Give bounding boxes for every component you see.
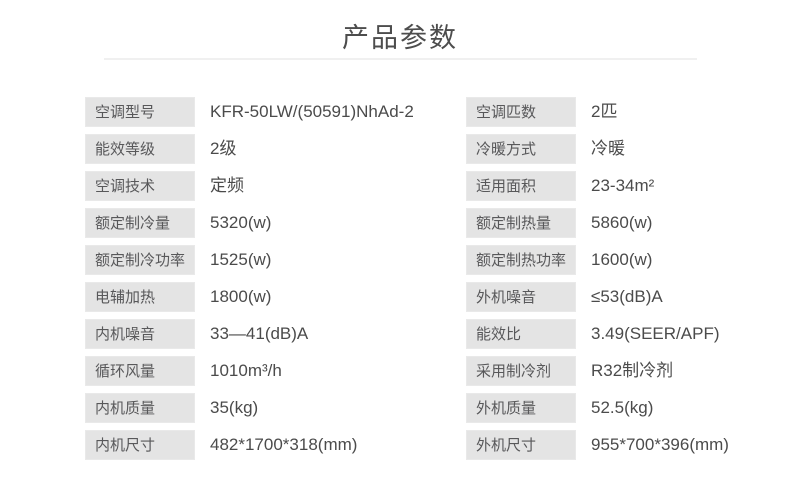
spec-label: 额定制冷功率	[85, 245, 195, 275]
spec-value: 定频	[210, 176, 244, 195]
spec-label: 内机尺寸	[85, 430, 195, 460]
spec-label: 空调匹数	[466, 97, 576, 127]
spec-value: 955*700*396(mm)	[591, 435, 729, 454]
spec-column-right: 空调匹数 2匹 冷暖方式 冷暖 适用面积 23-34m² 额定制热量 5860(…	[466, 97, 796, 467]
spec-label: 内机噪音	[85, 319, 195, 349]
spec-column-left: 空调型号 KFR-50LW/(50591)NhAd-2 能效等级 2级 空调技术…	[85, 97, 455, 467]
spec-row: 外机尺寸 955*700*396(mm)	[466, 430, 796, 460]
spec-label: 采用制冷剂	[466, 356, 576, 386]
spec-row: 内机尺寸 482*1700*318(mm)	[85, 430, 455, 460]
spec-value: 35(kg)	[210, 398, 259, 417]
spec-row: 适用面积 23-34m²	[466, 171, 796, 201]
spec-label: 外机质量	[466, 393, 576, 423]
spec-row: 额定制热量 5860(w)	[466, 208, 796, 238]
spec-label: 内机质量	[85, 393, 195, 423]
spec-label: 空调技术	[85, 171, 195, 201]
spec-row: 空调型号 KFR-50LW/(50591)NhAd-2	[85, 97, 455, 127]
spec-label: 额定制冷量	[85, 208, 195, 238]
spec-value: R32制冷剂	[591, 361, 674, 380]
spec-row: 能效比 3.49(SEER/APF)	[466, 319, 796, 349]
spec-row: 空调技术 定频	[85, 171, 455, 201]
spec-row: 额定制冷功率 1525(w)	[85, 245, 455, 275]
spec-value: 2匹	[591, 102, 618, 121]
spec-label: 空调型号	[85, 97, 195, 127]
spec-row: 能效等级 2级	[85, 134, 455, 164]
spec-value: 5320(w)	[210, 213, 272, 232]
spec-label: 能效等级	[85, 134, 195, 164]
spec-row: 额定制冷量 5320(w)	[85, 208, 455, 238]
spec-row: 内机噪音 33—41(dB)A	[85, 319, 455, 349]
spec-value: 1010m³/h	[210, 361, 282, 380]
spec-label: 能效比	[466, 319, 576, 349]
spec-value: 5860(w)	[591, 213, 653, 232]
spec-row: 内机质量 35(kg)	[85, 393, 455, 423]
spec-label: 外机尺寸	[466, 430, 576, 460]
spec-label: 外机噪音	[466, 282, 576, 312]
spec-value: ≤53(dB)A	[591, 287, 663, 306]
spec-row: 循环风量 1010m³/h	[85, 356, 455, 386]
spec-row: 空调匹数 2匹	[466, 97, 796, 127]
spec-label: 适用面积	[466, 171, 576, 201]
spec-value: 2级	[210, 139, 237, 158]
spec-value: 冷暖	[591, 139, 625, 158]
spec-row: 外机噪音 ≤53(dB)A	[466, 282, 796, 312]
spec-value: 33—41(dB)A	[210, 324, 309, 343]
spec-value: 23-34m²	[591, 176, 655, 195]
spec-row: 电辅加热 1800(w)	[85, 282, 455, 312]
spec-label: 循环风量	[85, 356, 195, 386]
spec-value: KFR-50LW/(50591)NhAd-2	[210, 102, 414, 121]
spec-value: 482*1700*318(mm)	[210, 435, 358, 454]
spec-value: 1525(w)	[210, 250, 272, 269]
spec-label: 额定制热功率	[466, 245, 576, 275]
spec-row: 采用制冷剂 R32制冷剂	[466, 356, 796, 386]
spec-value: 1800(w)	[210, 287, 272, 306]
spec-row: 额定制热功率 1600(w)	[466, 245, 796, 275]
spec-row: 外机质量 52.5(kg)	[466, 393, 796, 423]
title-divider	[104, 58, 697, 60]
spec-value: 1600(w)	[591, 250, 653, 269]
spec-value: 3.49(SEER/APF)	[591, 324, 720, 343]
spec-label: 电辅加热	[85, 282, 195, 312]
spec-label: 额定制热量	[466, 208, 576, 238]
spec-row: 冷暖方式 冷暖	[466, 134, 796, 164]
page-title: 产品参数	[342, 23, 458, 53]
spec-label: 冷暖方式	[466, 134, 576, 164]
spec-value: 52.5(kg)	[591, 398, 654, 417]
